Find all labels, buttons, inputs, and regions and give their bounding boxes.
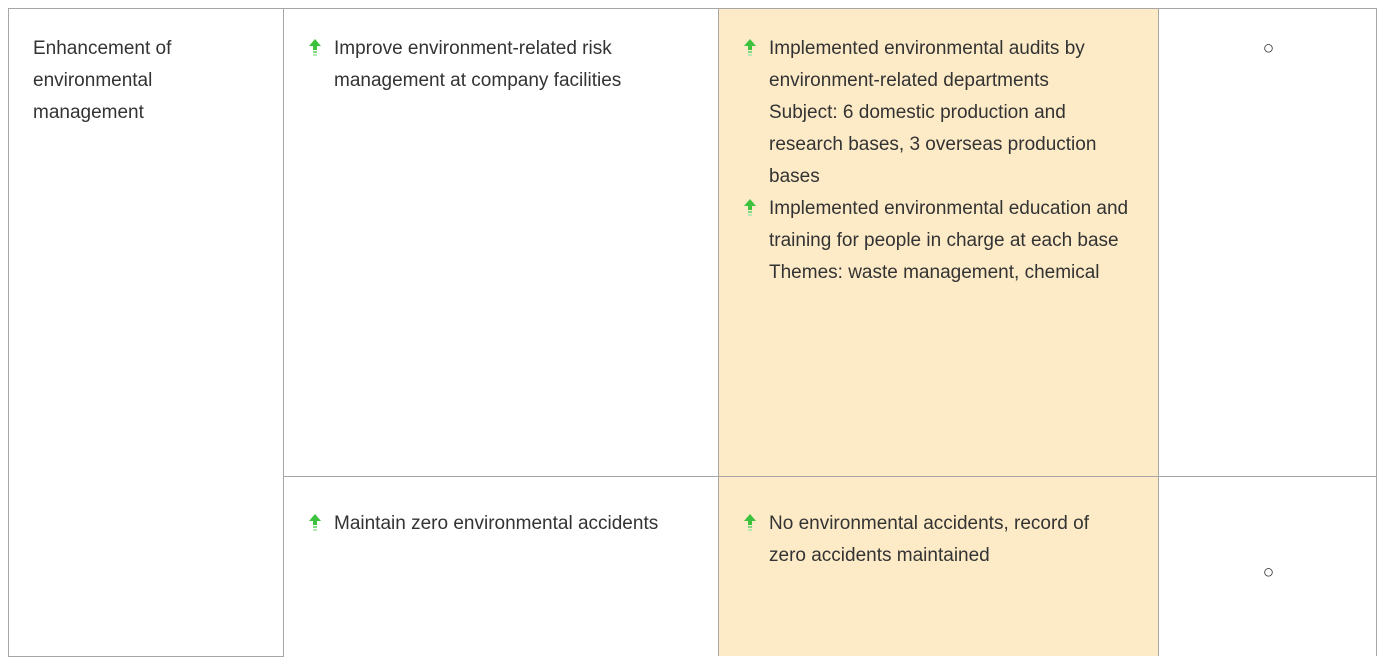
table-cell: No environmental accidents, record of zer…: [718, 476, 1159, 656]
bullet-text: zero accidents maintained: [769, 545, 990, 566]
table-cell: Maintain zero environmental accidents: [283, 476, 719, 656]
bullet-text: Maintain zero environmental accidents: [334, 513, 659, 534]
bullet-text: Implemented environmental education and …: [769, 198, 1129, 251]
cell-text: Enhancement of environmental management: [33, 38, 172, 123]
status-mark: ○: [1262, 38, 1275, 59]
bullet-icon: [309, 514, 321, 531]
status-mark: ○: [1262, 561, 1275, 583]
bullet-item: Implemented environmental education and …: [743, 193, 1136, 289]
bullet-text: No environmental accidents, record of: [769, 513, 1089, 534]
bullet-text: Implemented environmental audits by envi…: [769, 38, 1085, 91]
table-body: Enhancement of environmental management I…: [8, 8, 1377, 657]
table-cell: ○: [1158, 476, 1377, 656]
bullet-icon: [744, 39, 756, 56]
bullet-item: Improve environment-related risk managem…: [308, 33, 696, 97]
bullet-text: Subject: 6 domestic production and resea…: [769, 102, 1097, 187]
bullet-icon: [309, 39, 321, 56]
table-cell: Implemented environmental audits by envi…: [718, 8, 1159, 477]
bullet-item: Implemented environmental audits by envi…: [743, 33, 1136, 193]
bullet-text: Themes: waste management, chemical: [769, 262, 1100, 283]
table-row: Maintain zero environmental accidents No …: [9, 476, 1377, 656]
bullet-item: No environmental accidents, record of zer…: [743, 508, 1136, 572]
table-cell: Enhancement of environmental management: [8, 8, 284, 657]
table-cell: Improve environment-related risk managem…: [283, 8, 719, 477]
bullet-text: Improve environment-related risk managem…: [334, 38, 622, 91]
page: Enhancement of environmental management I…: [8, 8, 1377, 657]
table-row: Enhancement of environmental management I…: [8, 8, 1377, 657]
objectives-table: Enhancement of environmental management I…: [8, 8, 1377, 657]
bullet-item: Maintain zero environmental accidents: [308, 508, 696, 540]
bullet-icon: [744, 199, 756, 216]
bullet-icon: [744, 514, 756, 531]
table-cell: ○: [1158, 8, 1377, 477]
